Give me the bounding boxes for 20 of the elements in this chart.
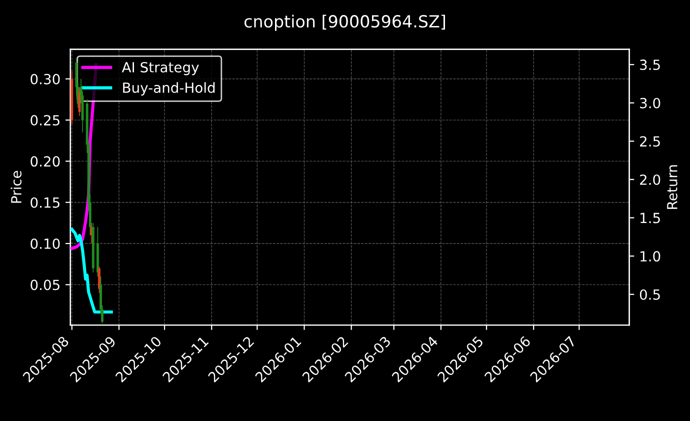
y-tick-label: 0.30 xyxy=(30,74,60,84)
y-tick-label: 0.05 xyxy=(30,280,60,290)
legend-label: AI Strategy xyxy=(122,62,199,76)
y-tick-label: 0.10 xyxy=(30,238,60,249)
y2-tick-label: 0.5 xyxy=(640,289,660,300)
y2-tick-label: 1.5 xyxy=(640,212,660,224)
y2-axis-title: Return xyxy=(667,165,678,209)
y2-tick-label: 3.0 xyxy=(640,98,660,108)
legend-label: Buy-and-Hold xyxy=(123,82,215,96)
y2-tick-label: 3.5 xyxy=(640,60,660,70)
y-tick-label: 0.20 xyxy=(30,156,60,167)
y-tick-label: 0.25 xyxy=(30,115,60,126)
y2-tick-label: 2.0 xyxy=(640,174,660,185)
candlestick xyxy=(98,266,100,294)
y2-tick-label: 1.0 xyxy=(640,251,660,262)
line-series xyxy=(70,228,113,314)
y-axis-title: Price xyxy=(10,170,22,203)
y-tick-label: 0.15 xyxy=(30,197,60,208)
y2-tick-label: 2.5 xyxy=(640,136,660,147)
chart-title: cnoption [90005964.SZ] xyxy=(244,14,445,31)
